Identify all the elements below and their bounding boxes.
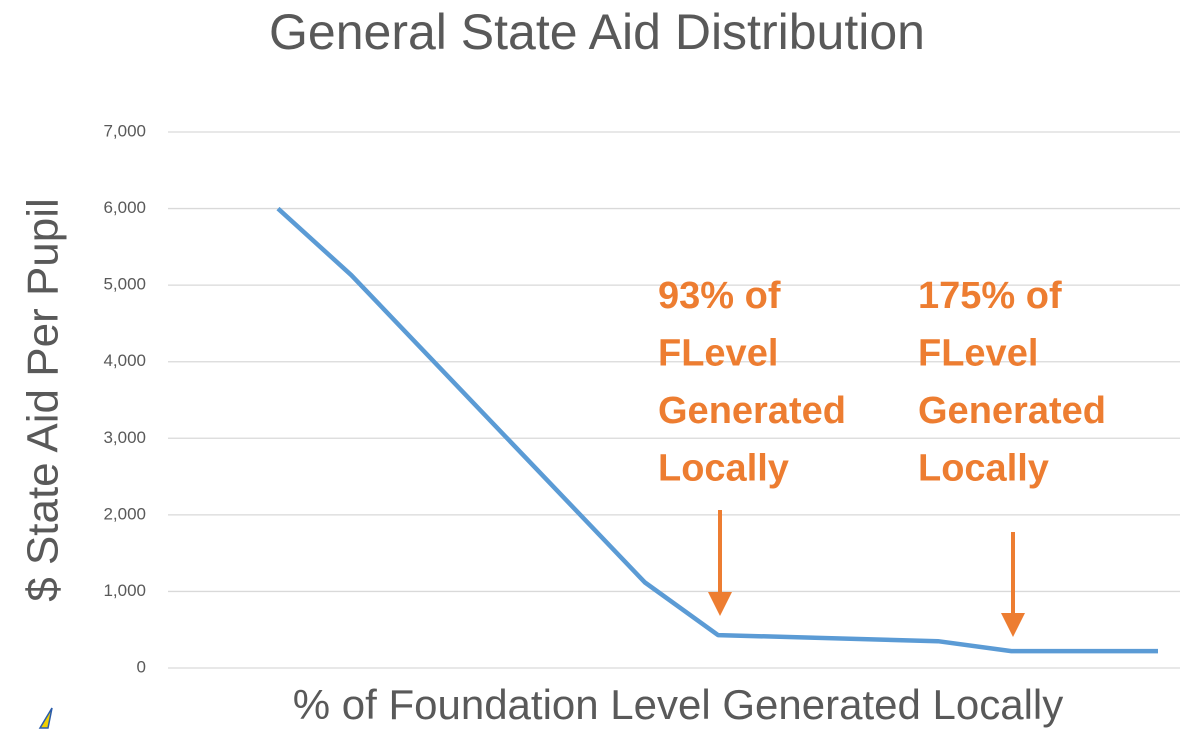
chart-title: General State Aid Distribution <box>269 4 925 60</box>
annotation-arrowhead <box>708 592 732 616</box>
y-tick-label: 2,000 <box>103 504 146 523</box>
x-axis-label: % of Foundation Level Generated Locally <box>293 681 1064 728</box>
y-tick-label: 6,000 <box>103 198 146 217</box>
annotation-text: Generated <box>658 390 846 432</box>
annotation-text: 93% of <box>658 275 781 317</box>
y-tick-label: 4,000 <box>103 351 146 370</box>
y-tick-label: 7,000 <box>103 121 146 140</box>
annotation-text: FLevel <box>918 333 1038 375</box>
annotation-text: FLevel <box>658 333 778 375</box>
annotation-text: Generated <box>918 390 1106 432</box>
y-tick-label: 1,000 <box>103 581 146 600</box>
annotation-text: Locally <box>918 448 1049 490</box>
y-axis-label: $ State Aid Per Pupil <box>19 198 68 602</box>
annotation-text: 175% of <box>918 275 1062 317</box>
y-tick-label: 5,000 <box>103 275 146 294</box>
logo <box>38 707 53 729</box>
annotation-text: Locally <box>658 448 789 490</box>
annotation-arrowhead <box>1001 613 1025 637</box>
y-tick-label: 0 <box>137 657 146 676</box>
y-tick-label: 3,000 <box>103 428 146 447</box>
data-line <box>276 206 1158 654</box>
